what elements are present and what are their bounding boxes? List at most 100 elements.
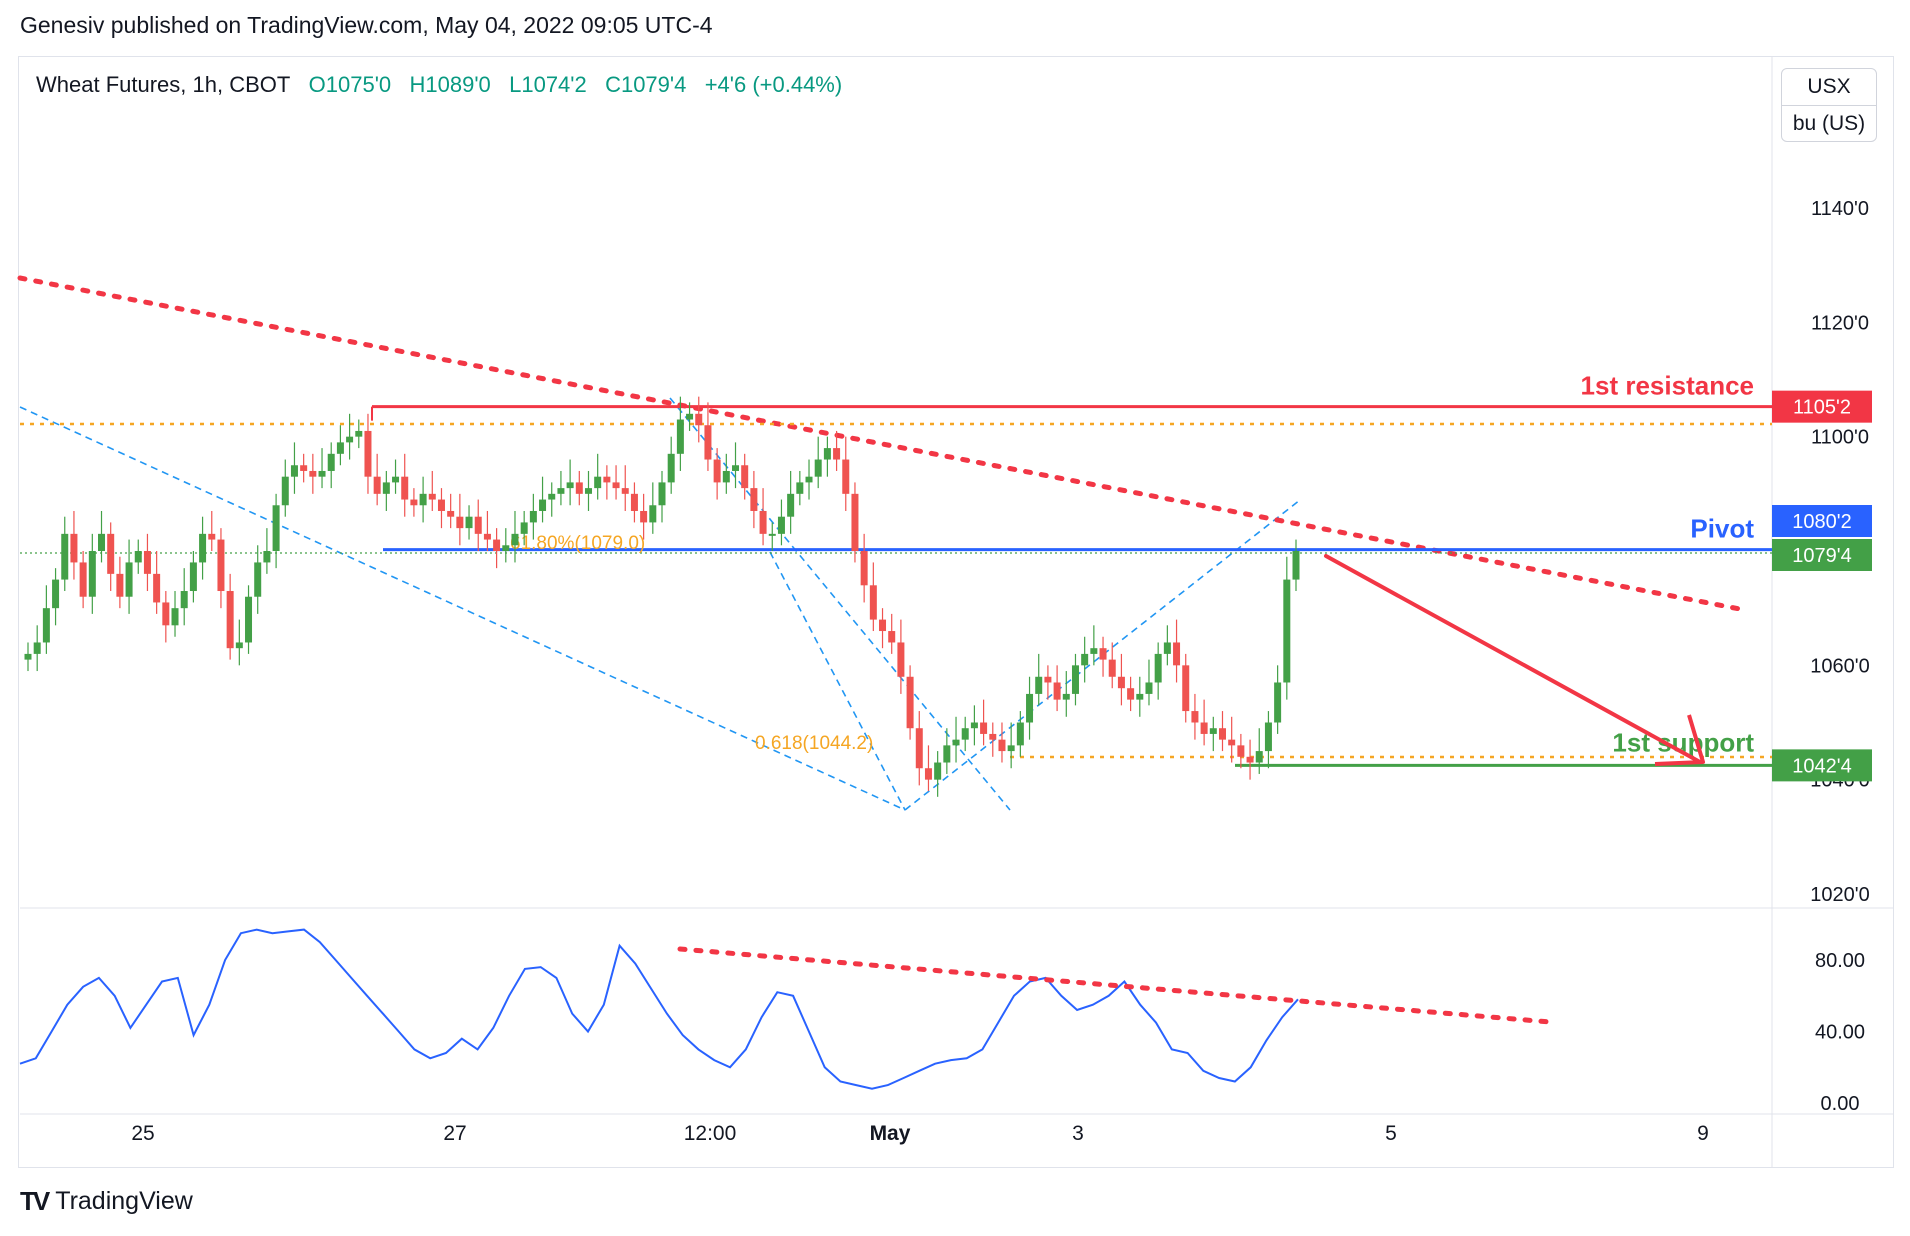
candle-body [217, 539, 225, 592]
axis-price-badge-text: 1080'2 [1792, 511, 1851, 533]
candle-body [456, 516, 464, 529]
candle-body [676, 419, 684, 454]
candle-body [612, 482, 620, 489]
candle-body [741, 465, 749, 489]
currency-label[interactable]: USX [1807, 75, 1851, 98]
candle-body [245, 596, 253, 643]
candle-body [1209, 728, 1217, 734]
candle-body [888, 631, 896, 643]
legend-close: C1079'4 [605, 72, 687, 97]
candle-body [474, 516, 482, 534]
candle-body [419, 493, 427, 506]
candle-body [171, 608, 179, 626]
candle-body [373, 476, 381, 494]
candle-body [1071, 665, 1079, 694]
candle-body [704, 425, 712, 460]
candle-body [980, 722, 988, 734]
candle-body [447, 510, 455, 517]
time-tick-label: 5 [1385, 1122, 1397, 1145]
unit-label[interactable]: bu (US) [1782, 105, 1876, 142]
tradingview-logo-icon: TV [20, 1186, 50, 1216]
candle-body [355, 430, 363, 437]
time-tick-label: 25 [131, 1122, 154, 1145]
price-tick-label: 1020'0 [1810, 884, 1869, 906]
candle-body [1255, 751, 1263, 763]
candle-body [823, 448, 831, 460]
candle-body [1237, 745, 1245, 757]
candle-body [998, 739, 1006, 752]
fib-label: 61.80%(1079.0) [510, 533, 645, 554]
axis-price-badge-text: 1105'2 [1793, 397, 1851, 419]
candle-body [1173, 642, 1181, 666]
price-tick-label: 1120'0 [1811, 312, 1869, 334]
candle-body [1154, 653, 1162, 683]
candle-body [511, 533, 519, 546]
candle-body [750, 488, 758, 511]
legend-low: L1074'2 [509, 72, 587, 97]
symbol-legend: Wheat Futures, 1h, CBOT O1075'0 H1089'0 … [36, 72, 842, 98]
candle-body [327, 453, 335, 471]
candle-body [162, 602, 170, 626]
legend-symbol: Wheat Futures, 1h, CBOT [36, 72, 291, 97]
candle-body [548, 493, 556, 500]
candle-body [529, 510, 537, 523]
candle-body [539, 499, 547, 511]
candle-body [924, 768, 932, 780]
candle-body [79, 562, 87, 597]
time-tick-label: May [870, 1122, 911, 1145]
candle-body [1016, 722, 1024, 746]
candle-body [1163, 642, 1171, 654]
candle-body [465, 516, 473, 529]
candle-body [346, 436, 354, 443]
candle-body [199, 533, 207, 563]
time-tick-label: 9 [1697, 1122, 1709, 1145]
candle-body [309, 470, 317, 477]
candle-body [906, 676, 914, 729]
candle-body [1182, 665, 1190, 712]
candle-body [1099, 648, 1107, 660]
candle-body [208, 533, 216, 540]
candle-body [88, 551, 96, 597]
axis-price-badge [1772, 749, 1872, 782]
candle-body [1053, 682, 1061, 700]
legend-open: O1075'0 [308, 72, 392, 97]
candle-body [695, 413, 703, 426]
candle-body [732, 465, 740, 471]
candle-body [235, 642, 243, 649]
candle-body [787, 493, 795, 517]
candle-body [1292, 551, 1300, 580]
projection-arrowhead-icon [1654, 714, 1705, 766]
candle-body [759, 510, 767, 534]
descending-trendline [17, 275, 1748, 613]
candle-body [1145, 682, 1153, 694]
rsi-line [19, 928, 1299, 1090]
candle-body [943, 745, 951, 763]
candle-body [1218, 728, 1226, 740]
axis-price-badge-text: 1079'4 [1792, 545, 1851, 567]
candle-body [1136, 693, 1144, 700]
candle-body [1274, 682, 1282, 723]
candle-body [98, 533, 106, 551]
candle-body [392, 476, 400, 483]
time-tick-label: 3 [1072, 1122, 1084, 1145]
fib-label: 0.618(1044.2) [755, 733, 873, 754]
candle-body [226, 591, 234, 649]
axis-price-badge [1772, 505, 1872, 537]
candle-body [52, 579, 60, 609]
candle-body [1044, 676, 1052, 683]
candle-body [1108, 659, 1116, 677]
candle-body [833, 448, 841, 460]
candle-body [1283, 579, 1291, 683]
rsi-trendline [677, 946, 1553, 1025]
candle-body [970, 722, 978, 729]
candle-body [410, 499, 418, 506]
currency-unit-selector[interactable]: USX bu (US) [1781, 68, 1877, 142]
candle-body [153, 573, 161, 603]
candle-body [107, 533, 115, 574]
candle-body [180, 591, 188, 609]
candle-body [1228, 739, 1236, 746]
chart-frame [18, 56, 1894, 1168]
candle-body [61, 533, 69, 580]
axis-price-badge [1772, 539, 1872, 571]
